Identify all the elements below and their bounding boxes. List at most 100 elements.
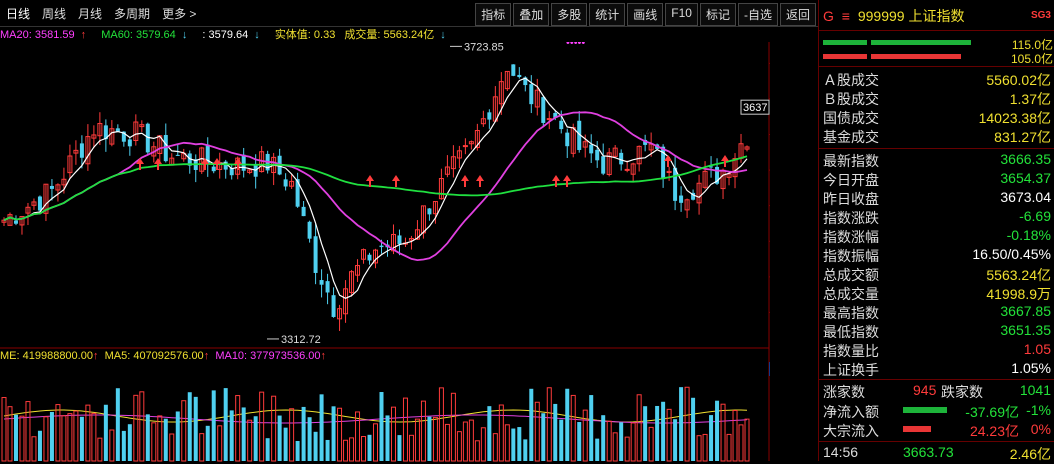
index-row-value: 3666.35 (1000, 151, 1051, 167)
volume-bar (715, 400, 720, 461)
volume-bar (408, 434, 414, 462)
candle-body (691, 192, 696, 200)
candle-body (43, 183, 49, 214)
volume-legend: ME: 419988800.00↑ MA5: 407092576.00↑ MA1… (0, 350, 770, 366)
divider (819, 148, 1054, 149)
volume-bar (265, 438, 270, 461)
trade-row-value: 14023.38亿 (978, 110, 1051, 126)
volume-bar (319, 394, 324, 461)
net-inflow-row: 净流入额 -37.69亿 -1% (823, 402, 1051, 420)
index-row-value: 1.05 (1023, 341, 1051, 357)
volume-bar (19, 415, 25, 462)
candle-body (408, 237, 414, 241)
volume-bar (223, 388, 228, 461)
volume-bar (157, 415, 163, 462)
index-row: 昨日收盘 3673.04 (823, 189, 1051, 207)
tab-weekly[interactable]: 周线 (42, 7, 67, 21)
period-toolbar: 日线 周线 月线 多周期 更多 > 指标 叠加 多股 统计 画线 F10 标记 … (0, 0, 818, 27)
index-row-value: 5563.24亿 (986, 267, 1051, 283)
volume-bar (696, 435, 702, 462)
multi-stock-button[interactable]: 多股 (551, 3, 588, 26)
candle-body (696, 182, 702, 204)
remove-watchlist-button[interactable]: -自选 (737, 3, 778, 26)
ma-legend: MA20: 3581.59 ↑ MA60: 3579.64 ↓ : 3579.64 ↓… (0, 26, 770, 42)
candle-body (541, 97, 546, 123)
tab-more[interactable]: 更多 > (162, 5, 196, 22)
index-name: 上证指数 (908, 8, 965, 24)
candle-body (283, 179, 288, 187)
index-row-label: 指数涨幅 (823, 229, 879, 245)
candle-body (373, 249, 379, 264)
candle-body (595, 149, 600, 161)
trade-row-value: 831.27亿 (994, 129, 1051, 145)
volume-bar (684, 386, 690, 462)
volume-bar (498, 404, 504, 462)
block-trade-label: 大宗流入 (823, 423, 879, 439)
volume-bar (709, 415, 714, 461)
tool-buttons: 指标 叠加 多股 统计 画线 F10 标记 -自选 返回 (473, 3, 816, 26)
volume-bar (673, 419, 678, 461)
index-row-label: 总成交额 (823, 267, 879, 283)
index-row-value: 3667.85 (1000, 303, 1051, 319)
volume-bar (133, 394, 139, 462)
statistics-button[interactable]: 统计 (589, 3, 626, 26)
candle-body (553, 112, 558, 118)
tab-multi-period[interactable]: 多周期 (114, 7, 151, 21)
index-row-value: 3673.04 (1000, 189, 1051, 205)
kline-chart[interactable]: 3700365036003550350034503400335036374000… (0, 42, 770, 462)
vol-ma5-arrow: ↑ (203, 350, 210, 362)
buy-signal-arrow (366, 175, 374, 187)
index-row-label: 昨日收盘 (823, 191, 879, 207)
index-row-label: 今日开盘 (823, 172, 879, 188)
volume-bar (504, 424, 510, 462)
volume-bar (624, 436, 630, 462)
candle-body (211, 166, 216, 172)
ma60-line (3, 155, 748, 222)
buy-signal-arrow (664, 155, 672, 167)
index-row-label: 上证换手 (823, 362, 879, 378)
candle-body (456, 150, 462, 159)
indicator-button[interactable]: 指标 (475, 3, 512, 26)
volume-bar (49, 411, 54, 461)
index-row: 指数涨幅 -0.18% (823, 227, 1051, 245)
candle-body (325, 281, 330, 293)
volume-bar (427, 416, 432, 461)
tab-daily[interactable]: 日线 (6, 7, 31, 21)
tick-price: 3663.73 (903, 444, 954, 460)
candle-body (529, 84, 534, 105)
trade-row-value: 1.37亿 (1009, 91, 1051, 107)
index-row-label: 总成交量 (823, 286, 879, 302)
index-row-value: 41998.9万 (986, 286, 1051, 302)
index-row: 今日开盘 3654.37 (823, 170, 1051, 188)
net-inflow-label: 净流入额 (823, 404, 879, 420)
tab-monthly[interactable]: 月线 (78, 7, 103, 21)
volume-bar (193, 396, 198, 461)
volume-bar (295, 440, 300, 461)
buy-signal-arrow (154, 158, 162, 170)
buy-signal-arrow (392, 175, 400, 187)
volume-bar-red (823, 54, 867, 59)
candle-body (91, 134, 97, 139)
index-code: 999999 (857, 8, 905, 24)
volume-bar (199, 433, 205, 462)
menu-icon[interactable]: ≡ (841, 8, 850, 24)
volume-bar (420, 400, 426, 462)
volume-bar (67, 413, 73, 462)
overlay-button[interactable]: 叠加 (513, 3, 550, 26)
ma20-arrow: ↑ (80, 29, 87, 41)
me-label: ME: 419988800.00 (0, 350, 93, 362)
candle-body (612, 147, 618, 157)
candle-body (67, 155, 73, 174)
back-button[interactable]: 返回 (779, 3, 816, 26)
draw-line-button[interactable]: 画线 (627, 3, 664, 26)
candle-body (115, 128, 120, 132)
buy-signal-arrow (563, 175, 571, 187)
trade-row-label: Ａ股成交 (823, 72, 879, 88)
candle-body (331, 295, 336, 317)
f10-button[interactable]: F10 (665, 3, 698, 26)
volume-bar (361, 436, 367, 462)
mark-button[interactable]: 标记 (699, 3, 736, 26)
trade-row-label: Ｂ股成交 (823, 91, 879, 107)
volume-bar (349, 437, 355, 462)
candle-body (301, 206, 306, 217)
